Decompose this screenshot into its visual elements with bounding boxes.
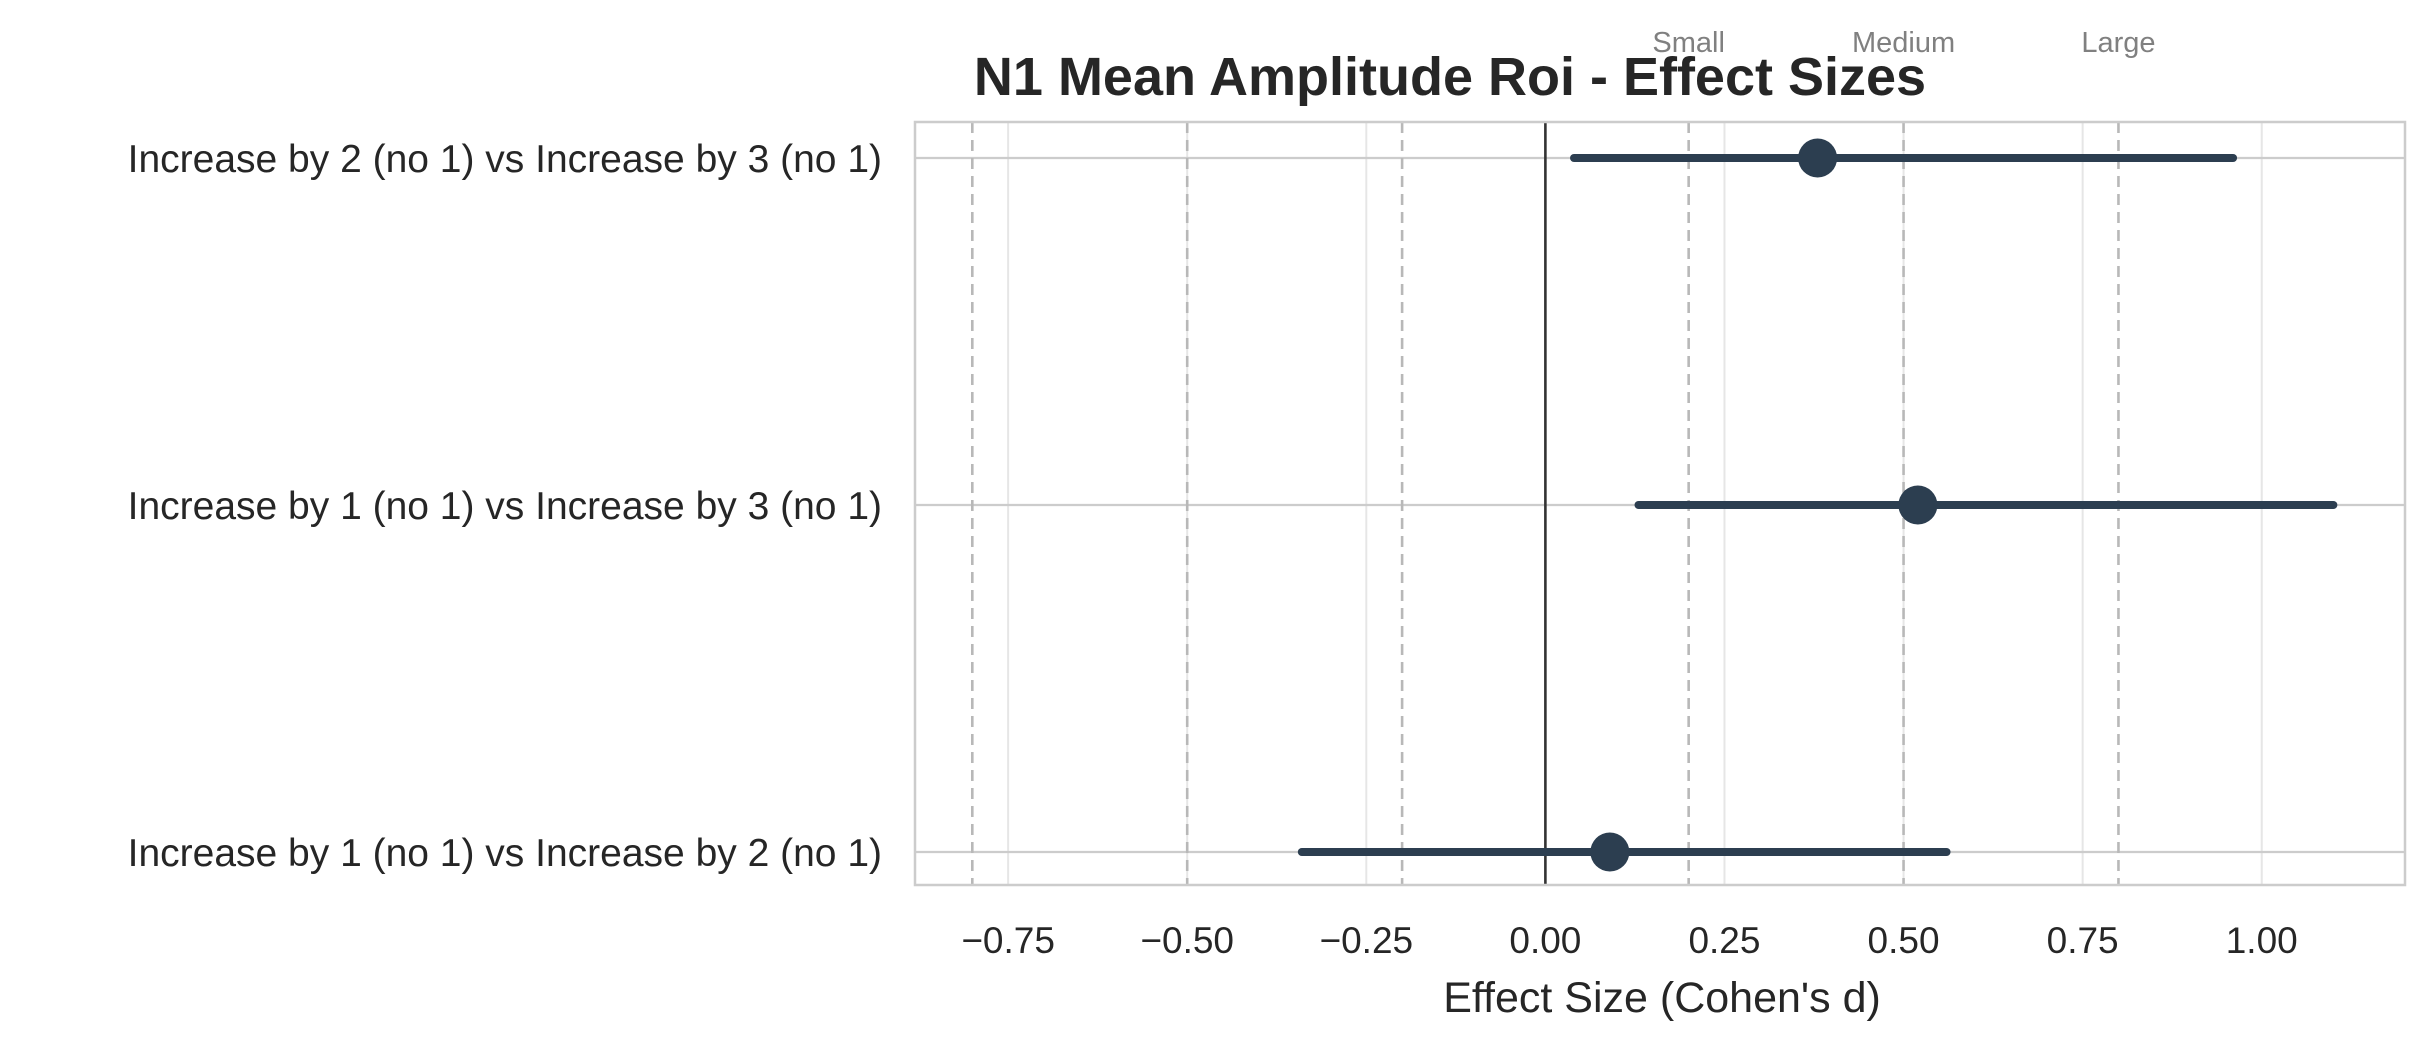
x-tick-label-0: −0.75 [961, 920, 1055, 961]
effect-point-1 [1898, 485, 1938, 525]
x-tick-label-6: 0.75 [2047, 920, 2119, 961]
x-tick-label-3: 0.00 [1509, 920, 1581, 961]
x-axis-label: Effect Size (Cohen's d) [1443, 974, 1881, 1022]
effect-series [1297, 138, 2338, 872]
x-tick-label-5: 0.50 [1868, 920, 1940, 961]
y-tick-labels: Increase by 2 (no 1) vs Increase by 3 (n… [128, 138, 882, 875]
x-tick-label-7: 1.00 [2226, 920, 2298, 961]
comparison-label-0: Increase by 2 (no 1) vs Increase by 3 (n… [128, 138, 882, 181]
effect-point-0 [1798, 138, 1838, 178]
effect-point-2 [1590, 832, 1630, 872]
comparison-label-1: Increase by 1 (no 1) vs Increase by 3 (n… [128, 485, 882, 528]
x-tick-label-2: −0.25 [1319, 920, 1413, 961]
reference-labels: Small Medium Large [1652, 27, 2155, 59]
plot-frame [913, 120, 2407, 887]
reference-label-large: Large [2081, 27, 2155, 59]
reference-label-small: Small [1652, 27, 1725, 59]
x-tick-label-1: −0.50 [1140, 920, 1234, 961]
comparison-label-2: Increase by 1 (no 1) vs Increase by 2 (n… [128, 832, 882, 875]
chart-title: N1 Mean Amplitude Roi - Effect Sizes [974, 47, 1926, 107]
x-tick-labels: −0.75 −0.50 −0.25 0.00 0.25 0.50 0.75 1.00 [961, 920, 2297, 961]
x-tick-label-4: 0.25 [1688, 920, 1760, 961]
reference-label-medium: Medium [1852, 27, 1955, 59]
